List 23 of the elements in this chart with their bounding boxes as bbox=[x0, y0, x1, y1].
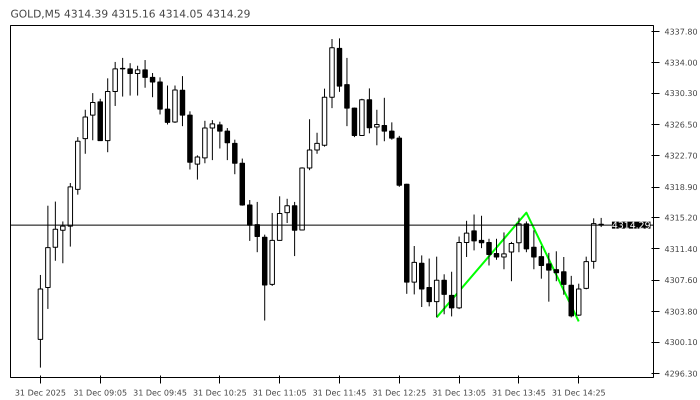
x-tick-label: 31 Dec 14:25 bbox=[552, 388, 606, 398]
y-tick-label: 4311.40 bbox=[664, 244, 698, 254]
x-tick-label: 31 Dec 2025 bbox=[14, 388, 66, 398]
x-tick-label: 31 Dec 11:05 bbox=[252, 388, 307, 398]
y-tick-label: 4318.90 bbox=[664, 183, 698, 192]
y-tick-label: 4322.70 bbox=[664, 152, 698, 161]
y-tick-label: 4300.10 bbox=[664, 338, 698, 348]
y-tick-label: 4334.00 bbox=[664, 58, 698, 68]
x-tick-label: 31 Dec 11:45 bbox=[312, 388, 366, 398]
y-tick-label: 4330.30 bbox=[664, 89, 698, 98]
y-tick-label: 4326.50 bbox=[664, 120, 698, 130]
y-tick-label: 4307.60 bbox=[664, 276, 698, 286]
chart-title: GOLD,M5 4314.39 4315.16 4314.05 4314.29 bbox=[10, 8, 251, 20]
x-tick-label: 31 Dec 09:05 bbox=[73, 388, 128, 398]
x-tick-label: 31 Dec 12:25 bbox=[372, 388, 426, 398]
x-tick-label: 31 Dec 09:45 bbox=[133, 388, 187, 398]
y-tick-label: 4296.30 bbox=[664, 369, 698, 378]
x-tick-label: 31 Dec 13:45 bbox=[492, 388, 546, 398]
x-tick-label: 31 Dec 10:25 bbox=[192, 388, 247, 398]
x-tick-label: 31 Dec 13:05 bbox=[432, 388, 486, 398]
y-tick-label: 4315.20 bbox=[664, 214, 698, 223]
y-tick-label: 4337.80 bbox=[664, 27, 698, 36]
y-tick-label: 4303.80 bbox=[664, 308, 698, 317]
